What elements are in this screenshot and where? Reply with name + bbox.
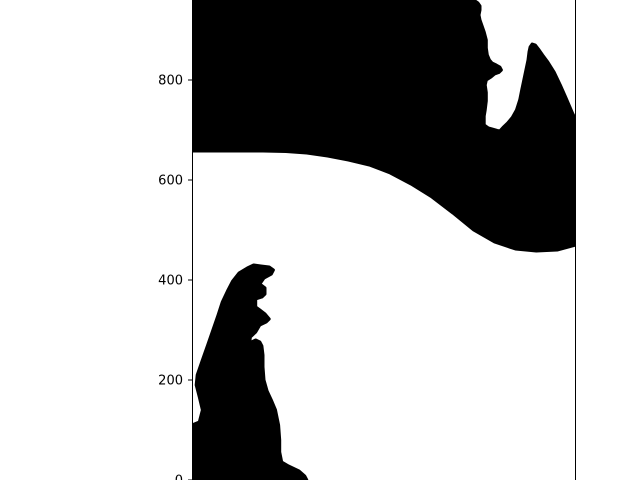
y-tick-label: 600 [158,174,183,189]
y-tick-label: 400 [158,274,183,289]
scatter-region-upper-band [192,0,576,253]
y-tick-label: 200 [158,374,183,389]
plot-area [192,0,576,480]
y-tick-label: 800 [158,74,183,89]
axes-frame [192,0,576,480]
scatter-region-lower-left-hand [192,263,309,480]
y-tick-label: 0 [175,474,183,480]
y-axis: 0 200 400 600 800 [158,74,192,480]
